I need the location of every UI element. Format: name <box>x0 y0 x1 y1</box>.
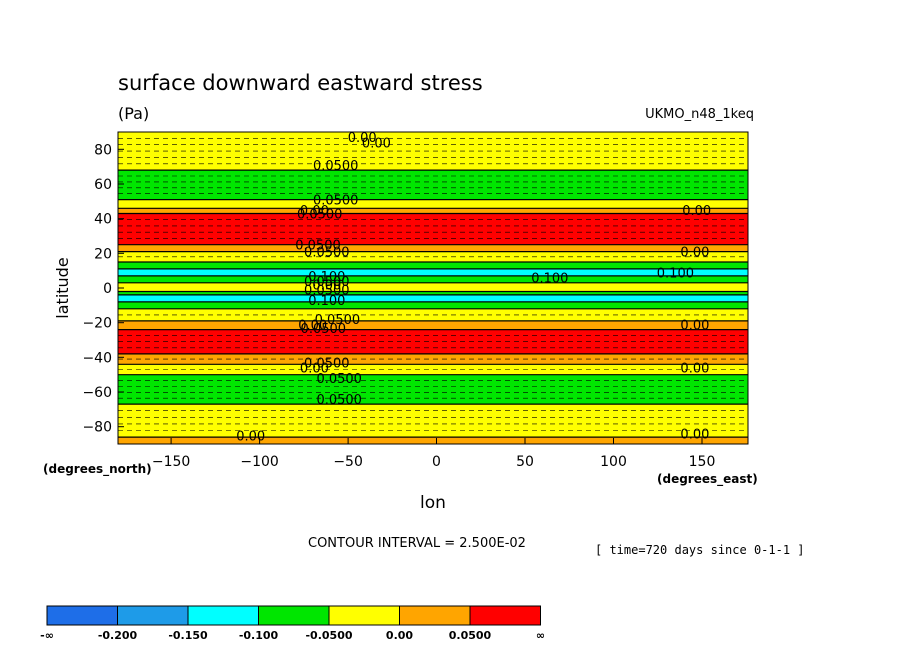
contour-label-11: 0.100 <box>531 272 568 287</box>
contour-label-26: 0.00 <box>236 429 265 444</box>
color-swatch-5 <box>399 605 471 626</box>
y-tick-label-0: −80 <box>82 420 112 436</box>
color-swatch-1 <box>117 605 189 626</box>
units-label: (Pa) <box>118 104 149 123</box>
contour-label-16: 0.100 <box>308 294 345 309</box>
contour-band-2 <box>118 374 748 405</box>
contour-label-27: 0.00 <box>680 428 709 443</box>
contour-label-15: 0.0500 <box>304 284 350 299</box>
y-units-label: (degrees_north) <box>43 462 152 477</box>
contour-label-7: 0.0500 <box>295 239 341 254</box>
x-tick-label-2: −50 <box>333 454 363 470</box>
color-swatch-6 <box>469 605 541 626</box>
y-tick-label-5: 20 <box>94 246 112 262</box>
x-tick-label-0: −150 <box>152 454 190 470</box>
contour-label-4: 0.00 <box>300 204 329 219</box>
color-level-label-4: -0.0500 <box>305 629 352 642</box>
contour-label-3: 0.0500 <box>313 194 359 209</box>
contour-label-2: 0.0500 <box>313 159 359 174</box>
y-tick-label-4: 0 <box>103 281 112 297</box>
contour-label-5: 0.0500 <box>297 208 343 223</box>
contour-label-10: 0.100 <box>308 270 345 285</box>
contour-band-13 <box>118 268 748 276</box>
contour-label-21: 0.0500 <box>304 357 350 372</box>
contour-label-1: 0.00 <box>362 136 391 151</box>
color-level-label-5: 0.00 <box>386 629 413 642</box>
contour-label-24: 0.0500 <box>316 372 362 387</box>
contour-band-17 <box>118 213 748 245</box>
contour-label-23: 0.00 <box>680 362 709 377</box>
color-level-label-1: -0.200 <box>98 629 138 642</box>
contour-band-12 <box>118 275 748 283</box>
color-swatch-3 <box>258 605 330 626</box>
filled-contour-bands <box>118 132 748 444</box>
x-tick-label-3: 0 <box>432 454 441 470</box>
contour-band-6 <box>118 320 748 330</box>
contour-label-14: 0.00 <box>312 279 341 294</box>
contour-band-8 <box>118 301 748 309</box>
y-tick-label-2: −40 <box>82 350 112 366</box>
contour-band-1 <box>118 404 748 437</box>
color-level-label-0: -∞ <box>40 629 54 642</box>
contour-label-12: 0.100 <box>657 266 694 281</box>
y-tick-label-3: −20 <box>82 316 112 332</box>
x-axis-title: lon <box>420 493 446 513</box>
y-tick-label-6: 40 <box>94 212 112 228</box>
y-tick-label-8: 80 <box>94 142 112 158</box>
contour-lines <box>118 138 748 438</box>
x-tick-label-4: 50 <box>516 454 534 470</box>
x-axis-ticks: −150 −100 −50 0 50 100 150 <box>152 438 715 470</box>
y-axis-ticks: −80 −60 −40 −20 0 20 40 60 80 <box>82 142 124 436</box>
contour-label-0: 0.00 <box>348 131 377 146</box>
contour-label-20: 0.00 <box>680 318 709 333</box>
contour-label-8: 0.0500 <box>304 246 350 261</box>
contour-band-19 <box>118 199 748 209</box>
contour-label-17: 0.0500 <box>315 313 361 328</box>
color-scale-legend: -∞ -0.200 -0.150 -0.100 -0.0500 0.00 0.0500 ∞ <box>40 605 545 642</box>
x-units-label: (degrees_east) <box>657 472 758 487</box>
y-axis-title: latitude <box>53 257 72 318</box>
x-tick-label-6: 150 <box>689 454 716 470</box>
x-tick-label-1: −100 <box>240 454 278 470</box>
y-tick-label-1: −60 <box>82 385 112 401</box>
contour-interval-label: CONTOUR INTERVAL = 2.500E-02 <box>308 536 526 551</box>
contour-label-13: 0.0500 <box>304 275 350 290</box>
x-tick-label-5: 100 <box>600 454 627 470</box>
contour-label-6: 0.00 <box>682 204 711 219</box>
contour-band-10 <box>118 291 748 295</box>
color-level-label-2: -0.150 <box>168 629 208 642</box>
color-level-label-7: ∞ <box>536 629 545 642</box>
contour-label-19: 0.0500 <box>301 322 347 337</box>
time-label: [ time=720 days since 0-1-1 ] <box>595 543 805 557</box>
contour-band-11 <box>118 282 748 292</box>
y-tick-label-7: 60 <box>94 177 112 193</box>
chart-title: surface downward eastward stress <box>118 71 483 95</box>
contour-label-25: 0.0500 <box>316 393 362 408</box>
contour-band-9 <box>118 294 748 302</box>
dataset-label: UKMO_n48_1keq <box>645 107 754 122</box>
color-swatch-2 <box>187 605 259 626</box>
contour-band-0 <box>118 437 748 444</box>
color-level-label-6: 0.0500 <box>449 629 492 642</box>
color-level-label-3: -0.100 <box>239 629 279 642</box>
contour-band-18 <box>118 208 748 214</box>
color-swatch-4 <box>328 605 400 626</box>
contour-band-14 <box>118 262 748 269</box>
contour-band-16 <box>118 244 748 252</box>
contour-label-18: 0.00 <box>298 318 327 333</box>
contour-label-9: 0.00 <box>680 246 709 261</box>
contour-label-22: 0.00 <box>300 362 329 377</box>
color-swatch-0 <box>46 605 118 626</box>
contour-band-20 <box>118 170 748 200</box>
